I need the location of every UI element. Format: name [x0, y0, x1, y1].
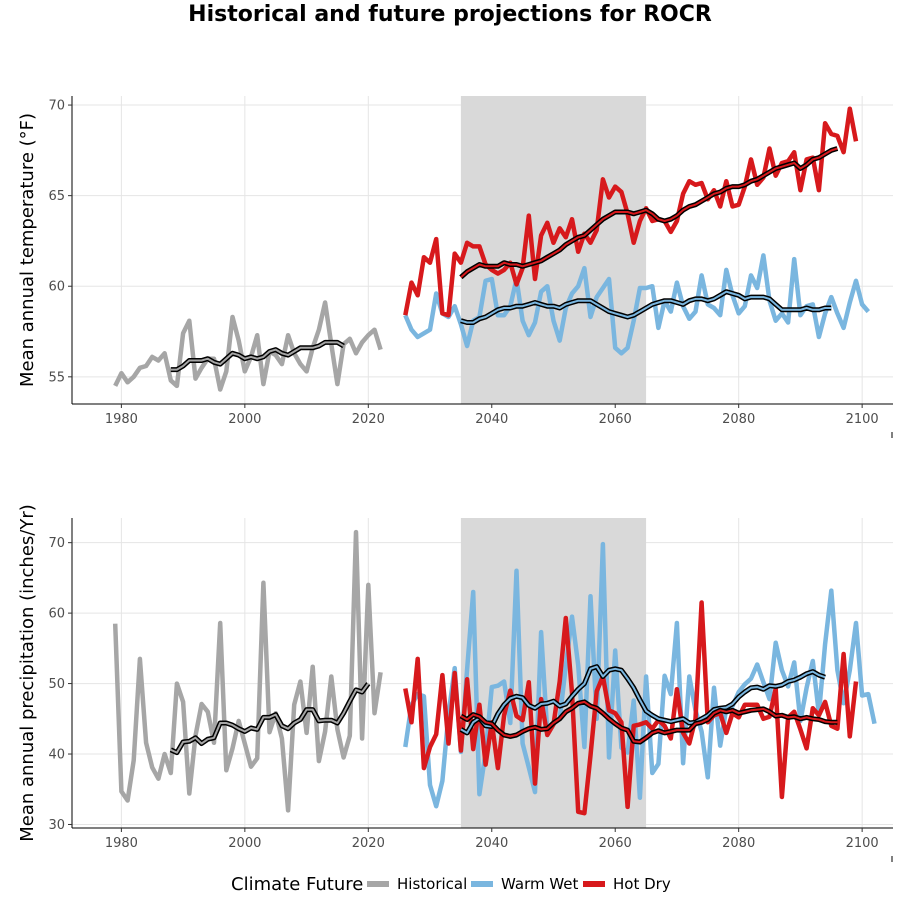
legend-label-historical: Historical: [397, 875, 467, 893]
series-historical: [113, 300, 383, 392]
legend: Climate Future Historical Warm Wet Hot Dry: [231, 874, 671, 895]
series-warm_wet: [403, 541, 877, 809]
panel-precipitation: 1980 2000 2020 2040 2060 2080 2100 30 40 50 60 70 Me…: [17, 504, 893, 862]
x-tick-label: 2000: [228, 412, 261, 427]
y-tick-label: 60: [48, 280, 65, 295]
y-tick-label: 70: [48, 536, 65, 551]
x-tick-label: 2080: [722, 836, 755, 851]
x-tick-label: 2080: [722, 412, 755, 427]
legend-title: Climate Future: [231, 874, 363, 895]
series-warm_wet: [403, 253, 871, 356]
shaded-period: [460, 96, 647, 404]
x-tick-label: 2020: [352, 412, 385, 427]
x-tick-label: 2060: [599, 836, 632, 851]
series-warm_wet-smooth: [460, 665, 826, 734]
series-warm_wet-smooth: [460, 290, 832, 324]
y-tick-label: 30: [48, 818, 65, 833]
legend-label-hot_dry: Hot Dry: [613, 875, 671, 893]
x-tick-label: 2040: [475, 836, 508, 851]
y-axis-title: Mean annual temperature (°F): [17, 113, 38, 387]
legend-item-warm_wet: Warm Wet: [471, 875, 579, 893]
y-tick-label: 60: [48, 607, 65, 622]
series-historical-smooth: [170, 683, 370, 754]
x-tick-label: 1980: [105, 836, 138, 851]
series-historical-smooth: [170, 341, 345, 371]
x-tick-label: 2060: [599, 412, 632, 427]
x-tick-label: 2000: [228, 836, 261, 851]
x-tick-label: 1980: [105, 412, 138, 427]
panel-temperature: 1980 2000 2020 2040 2060 2080 2100 55 60 65 70 Mean…: [17, 96, 893, 438]
x-tick-label: 2100: [846, 836, 879, 851]
y-tick-label: 70: [48, 99, 65, 114]
legend-item-hot_dry: Hot Dry: [583, 875, 671, 893]
y-tick-label: 50: [48, 677, 65, 692]
legend-label-warm_wet: Warm Wet: [501, 875, 579, 893]
x-tick-label: 2040: [475, 412, 508, 427]
series-hot_dry-smooth: [460, 700, 838, 743]
x-tick-label: 2100: [846, 412, 879, 427]
series-hot_dry-smooth: [460, 147, 838, 278]
chart-panels: 1980 2000 2020 2040 2060 2080 2100 55 60 65 70 Mean…: [17, 96, 893, 862]
series-historical: [112, 529, 383, 813]
y-axis-title: Mean annual precipitation (inches/Yr): [17, 504, 38, 842]
chart-title: Historical and future projections for RO…: [188, 2, 712, 27]
x-tick-label: 2020: [352, 836, 385, 851]
legend-item-historical: Historical: [367, 875, 467, 893]
y-tick-label: 55: [48, 370, 65, 385]
y-tick-label: 40: [48, 748, 65, 763]
y-tick-label: 65: [48, 189, 65, 204]
